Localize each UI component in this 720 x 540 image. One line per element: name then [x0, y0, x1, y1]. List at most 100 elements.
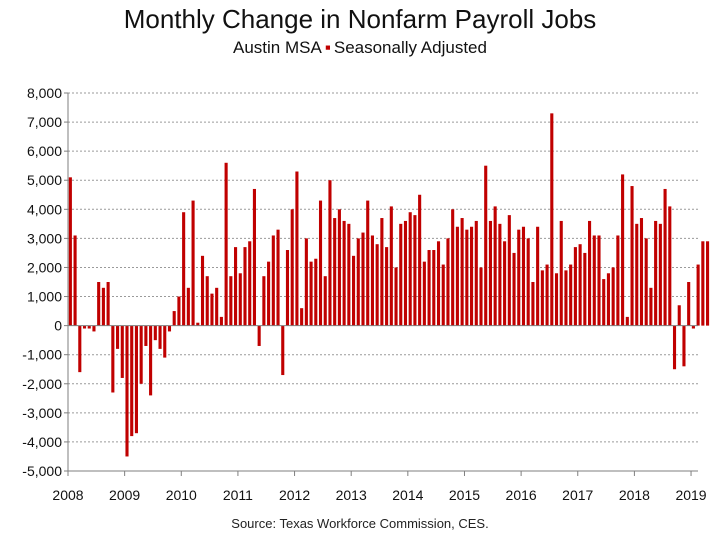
bar — [498, 223, 502, 326]
bar — [234, 247, 238, 326]
bar — [526, 238, 530, 326]
chart-subtitle: Austin MSA ▪ Seasonally Adjusted — [0, 38, 720, 58]
x-tick-label: 2010 — [166, 487, 197, 503]
bar — [687, 282, 691, 326]
bar — [116, 325, 120, 349]
y-tick-label: 5,000 — [27, 172, 62, 188]
bar — [691, 325, 695, 329]
bar — [276, 229, 280, 326]
bar — [611, 267, 615, 326]
x-tick-label: 2011 — [223, 487, 253, 503]
bar — [592, 235, 596, 326]
bar — [87, 325, 91, 329]
y-tick-label: 7,000 — [27, 114, 62, 130]
bar — [248, 241, 252, 326]
bar — [573, 247, 577, 326]
bar — [314, 258, 318, 326]
bar — [97, 282, 101, 326]
y-tick-label: 8,000 — [27, 85, 62, 101]
bar — [68, 177, 72, 326]
bar — [639, 218, 644, 326]
bar — [564, 270, 568, 326]
bar — [205, 276, 209, 326]
bar — [503, 241, 507, 326]
bar — [318, 200, 323, 326]
x-tick-label: 2017 — [562, 487, 593, 503]
chart-title: Monthly Change in Nonfarm Payroll Jobs — [123, 4, 597, 34]
bar — [427, 250, 431, 326]
bar — [111, 325, 115, 393]
y-tick-label: 2,000 — [27, 259, 62, 275]
bar — [512, 252, 516, 326]
y-tick-label: 3,000 — [27, 230, 62, 246]
bar — [149, 325, 153, 396]
bar — [432, 250, 436, 326]
bar — [328, 180, 332, 326]
bar — [356, 238, 360, 326]
y-tick-label: -1,000 — [22, 347, 62, 363]
x-tick-label: 2008 — [52, 487, 83, 503]
y-tick-label: -5,000 — [22, 463, 62, 479]
y-tick-label: 6,000 — [27, 143, 62, 159]
x-tick-label: 2019 — [675, 487, 706, 503]
bar — [196, 322, 200, 326]
bar — [389, 206, 393, 326]
bar — [470, 226, 474, 326]
x-tick-label: 2018 — [619, 487, 650, 503]
bar — [569, 264, 573, 326]
bar — [125, 325, 129, 457]
bar — [649, 287, 653, 326]
bar — [366, 200, 370, 326]
bar — [323, 276, 327, 326]
bar — [186, 287, 190, 326]
x-tick-labels: 2008 2009 2010 2011 2012 2013 2014 2015 2016 2017… — [52, 487, 706, 503]
bar — [408, 212, 412, 326]
bar — [668, 206, 672, 326]
bar — [441, 264, 445, 326]
x-tick-label: 2016 — [506, 487, 537, 503]
bar — [215, 287, 219, 326]
bar — [399, 223, 403, 326]
bar — [663, 188, 667, 326]
bar — [352, 255, 356, 326]
bar — [654, 220, 658, 326]
bar — [588, 220, 592, 326]
bar — [252, 188, 256, 326]
bar — [158, 325, 162, 349]
bar — [130, 325, 134, 437]
y-tick-label: -4,000 — [22, 434, 62, 450]
bar — [375, 244, 379, 326]
x-tick-label: 2015 — [449, 487, 480, 503]
bar — [342, 220, 346, 326]
bar — [418, 194, 422, 326]
bar — [706, 241, 710, 326]
bar — [238, 273, 242, 326]
bar — [540, 270, 544, 326]
bar — [257, 325, 261, 346]
bar — [243, 247, 247, 326]
bar — [380, 218, 384, 326]
subtitle-separator-square: ▪ — [324, 38, 331, 57]
bar — [309, 261, 313, 326]
bar — [436, 241, 441, 326]
bar — [672, 325, 677, 370]
bar — [210, 293, 214, 326]
bar — [550, 113, 554, 326]
bar — [106, 282, 110, 326]
bar — [422, 261, 426, 326]
y-tick-label: -2,000 — [22, 376, 62, 392]
bar — [460, 218, 464, 326]
bar — [385, 247, 389, 326]
bar — [621, 174, 625, 326]
y-tick-label: -3,000 — [22, 405, 62, 421]
bar — [597, 235, 601, 326]
bar — [701, 241, 705, 326]
bars — [68, 113, 710, 457]
bar — [333, 218, 337, 326]
bar — [554, 273, 559, 326]
bar — [465, 229, 469, 326]
bar — [451, 209, 455, 326]
bar — [536, 226, 540, 326]
bar — [73, 235, 77, 326]
